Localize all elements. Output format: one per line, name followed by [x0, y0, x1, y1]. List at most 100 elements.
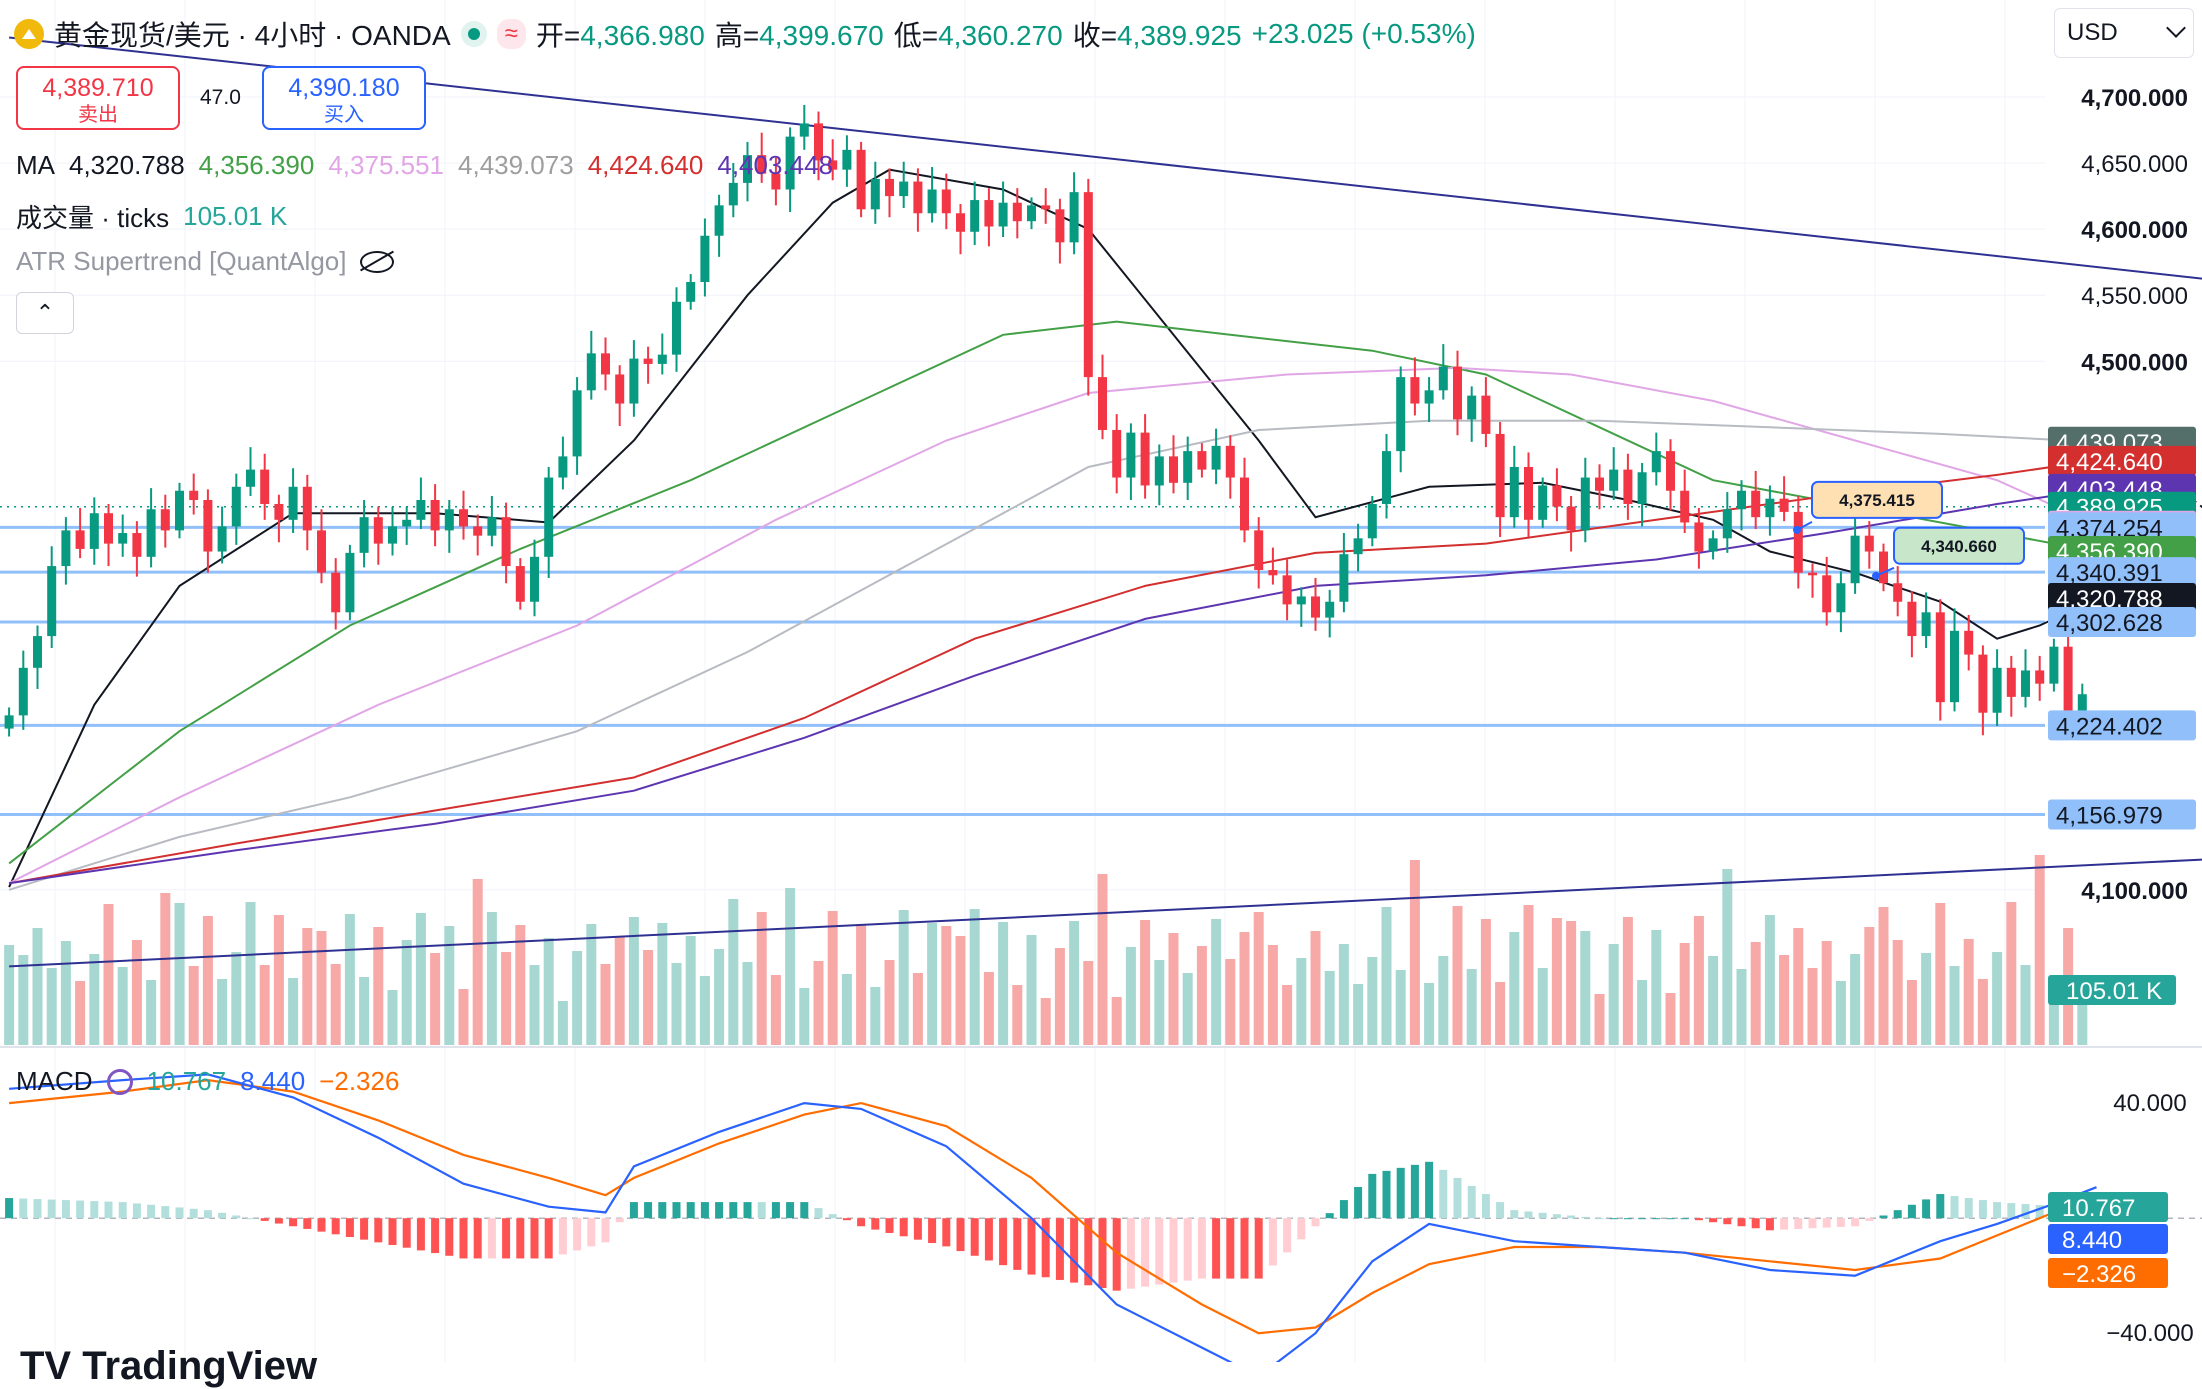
macd-histogram-bar [673, 1202, 681, 1218]
macd-histogram-bar [303, 1218, 311, 1229]
macd-histogram-bar [34, 1199, 42, 1218]
volume-bar [572, 951, 582, 1045]
candle-body [1453, 367, 1462, 420]
macd-histogram-bar [1894, 1210, 1902, 1218]
macd-histogram-bar [1496, 1202, 1504, 1218]
candle-body [800, 123, 809, 136]
macd-histogram-bar [1610, 1218, 1618, 1219]
volume-bar [941, 926, 951, 1045]
volume-bar [1694, 916, 1704, 1045]
macd-histogram-bar [1553, 1214, 1561, 1218]
symbol-title[interactable]: 黄金现货/美元 · 4小时 · OANDA [54, 14, 451, 54]
volume-bar [132, 940, 142, 1045]
macd-axis-badge-label: 10.767 [2062, 1195, 2135, 1222]
candle-body [1240, 478, 1249, 531]
candle-body [857, 150, 866, 209]
macd-axis-badge-label: 8.440 [2062, 1227, 2122, 1254]
volume-bar [828, 911, 838, 1045]
macd-histogram-bar [516, 1218, 524, 1258]
macd-histogram-bar [5, 1198, 13, 1218]
macd-histogram-bar [815, 1208, 823, 1218]
candle-body [147, 509, 156, 557]
macd-histogram-bar [48, 1200, 56, 1219]
candle-body [1879, 552, 1888, 584]
volume-bar [1453, 906, 1463, 1045]
macd-histogram-bar [460, 1218, 468, 1258]
volume-bar [1964, 939, 1974, 1045]
volume-bar [1779, 955, 1789, 1045]
volume-label: 成交量 · ticks [16, 198, 169, 235]
volume-bar [530, 965, 540, 1045]
volume-bar [430, 953, 440, 1045]
volume-bar [856, 924, 866, 1045]
volume-legend[interactable]: 成交量 · ticks 105.01 K [16, 198, 287, 235]
candle-body [1254, 530, 1263, 570]
candle-body [1978, 655, 1987, 713]
candle-body [402, 520, 411, 527]
macd-histogram-bar [1411, 1165, 1419, 1218]
macd-histogram-bar [332, 1218, 340, 1234]
macd-histogram-bar [999, 1218, 1007, 1265]
candle-body [459, 509, 468, 526]
volume-bar [1566, 921, 1576, 1045]
candle-body [431, 500, 440, 530]
volume-bar [189, 966, 199, 1045]
price-axis-badge-label: 4,302.628 [2056, 610, 2163, 637]
macd-histogram-bar [1922, 1199, 1930, 1218]
candle-body [1013, 203, 1022, 221]
volume-bar [473, 879, 483, 1045]
collapse-legend-button[interactable]: ⌃ [16, 292, 74, 334]
candle-body [360, 517, 369, 553]
ma-legend[interactable]: MA 4,320.788 4,356.390 4,375.551 4,439.0… [16, 150, 833, 181]
candle-body [658, 355, 667, 364]
volume-bar [89, 954, 99, 1045]
volume-bar [1978, 979, 1988, 1045]
volume-bar [1808, 968, 1818, 1045]
macd-legend[interactable]: MACD 10.767 8.440 −2.326 [16, 1066, 399, 1097]
candle-body [1822, 575, 1831, 612]
candle-body [2021, 670, 2030, 696]
macd-histogram-bar [232, 1216, 240, 1219]
candle-body [516, 566, 525, 602]
hidden-eye-icon[interactable] [360, 251, 394, 273]
ohlc-high: 高=4,399.670 [715, 14, 884, 54]
volume-bar [288, 978, 298, 1045]
macd-signal-value: 8.440 [240, 1066, 305, 1097]
spread-value: 47.0 [200, 86, 241, 110]
macd-histogram-bar [1809, 1218, 1817, 1228]
volume-bar [870, 987, 880, 1045]
volume-bar [260, 965, 270, 1045]
ma-value-4: 4,439.073 [458, 150, 574, 181]
macd-histogram-bar [573, 1218, 581, 1250]
wave-icon[interactable]: ≈ [497, 19, 526, 49]
candle-body [1155, 456, 1164, 485]
macd-histogram-bar [1255, 1218, 1263, 1278]
cycle-icon[interactable] [107, 1069, 133, 1095]
candle-body [1481, 396, 1490, 434]
currency-select[interactable]: USD [2054, 8, 2194, 58]
price-axis-badge-label: 4,424.640 [2056, 449, 2163, 476]
candle-body [615, 374, 624, 403]
sell-button[interactable]: 4,389.710 卖出 [16, 66, 180, 130]
macd-histogram-bar [1297, 1218, 1305, 1239]
candle-body [686, 282, 695, 302]
candle-body [203, 500, 212, 552]
volume-bar [1907, 980, 1917, 1045]
callout-anchor [1872, 572, 1880, 580]
volume-bar [586, 924, 596, 1045]
macd-histogram-bar [786, 1202, 794, 1218]
candle-body [558, 456, 567, 477]
volume-bar [75, 981, 85, 1045]
volume-bar [558, 1001, 568, 1045]
volume-bar [984, 972, 994, 1045]
candle-body [331, 573, 340, 613]
macd-histogram-bar [1695, 1218, 1703, 1220]
macd-histogram-bar [1354, 1187, 1362, 1218]
buy-button[interactable]: 4,390.180 买入 [262, 66, 426, 130]
macd-histogram-bar [502, 1218, 510, 1258]
candle-body [19, 668, 28, 716]
atr-legend[interactable]: ATR Supertrend [QuantAlgo] [16, 246, 394, 277]
candle-body [1950, 631, 1959, 702]
candle-body [416, 500, 425, 520]
